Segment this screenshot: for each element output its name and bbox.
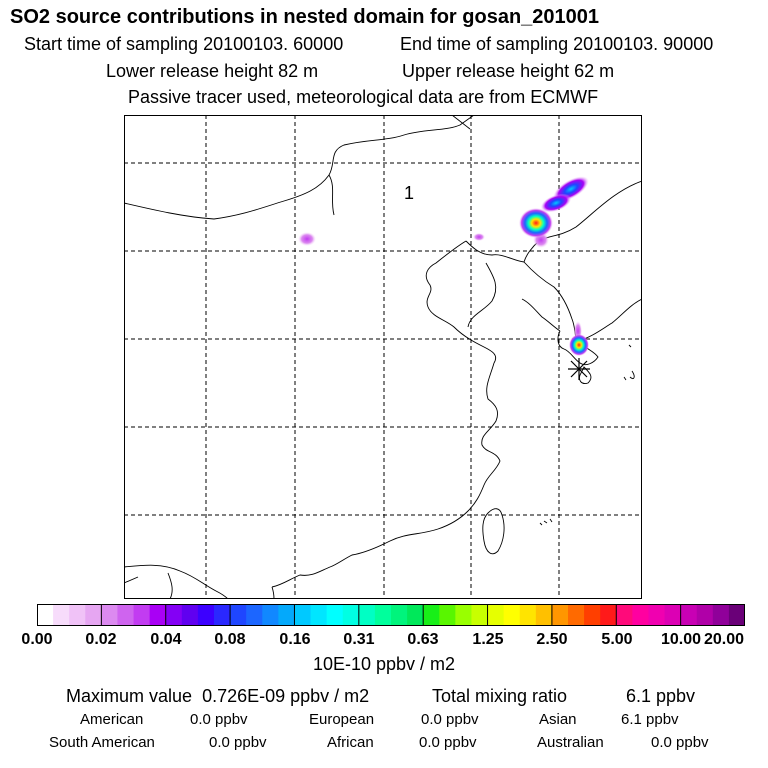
- region-value: 0.0 ppbv: [421, 711, 479, 728]
- tick-label: 5.00: [601, 631, 633, 648]
- region-value: 0.0 ppbv: [419, 734, 477, 751]
- region-name: Australian: [537, 734, 604, 751]
- colorbar-cell: [632, 604, 650, 626]
- colorbar-cell: [101, 604, 119, 626]
- tick-label: 0.08: [214, 631, 246, 648]
- colorbar-cell: [680, 604, 698, 626]
- colorbar-cell: [519, 604, 537, 626]
- region-value: 0.0 ppbv: [209, 734, 267, 751]
- colorbar: [37, 604, 745, 626]
- colorbar-cell: [728, 604, 745, 626]
- tick-label: 0.04: [150, 631, 182, 648]
- colorbar-cell: [53, 604, 70, 626]
- colorbar-cell: [423, 604, 440, 626]
- colorbar-cell: [326, 604, 344, 626]
- colorbar-cell: [487, 604, 505, 626]
- colorbar-cell: [358, 604, 376, 626]
- tick-label: 0.31: [343, 631, 375, 648]
- receptor-asterisk-icon: [568, 358, 590, 380]
- colorbar-cell: [455, 604, 473, 626]
- colorbar-cell: [85, 604, 102, 626]
- region-name: European: [309, 711, 375, 728]
- end-time: End time of sampling 20100103. 90000: [400, 34, 714, 54]
- lower-release-height: Lower release height 82 m: [106, 61, 319, 81]
- colorbar-cell: [535, 604, 553, 626]
- colorbar-cell: [294, 604, 312, 626]
- colorbar-cell: [278, 604, 296, 626]
- total-mixing-label: Total mixing ratio: [432, 686, 568, 706]
- tick-label: 0.00: [21, 631, 53, 648]
- colorbar-cell: [214, 604, 231, 626]
- max-value-line: Maximum value 0.726E-09 ppbv / m2: [66, 686, 369, 707]
- region-name: African: [327, 734, 374, 751]
- colorbar-cell: [197, 604, 215, 626]
- colorbar-cell: [664, 604, 682, 626]
- tick-label: 20.00: [703, 631, 745, 648]
- colorbar-cell: [69, 604, 86, 626]
- colorbar-cell: [165, 604, 183, 626]
- colorbar-cell: [391, 604, 408, 626]
- plume-small: [473, 233, 485, 241]
- region-value: 0.0 ppbv: [651, 734, 709, 751]
- colorbar-cell: [712, 604, 730, 626]
- colorbar-cell: [600, 604, 617, 626]
- max-value-label: Maximum value: [66, 686, 193, 706]
- tick-label: 0.16: [279, 631, 311, 648]
- colorbar-cell: [407, 604, 424, 626]
- colorbar-cell: [342, 604, 360, 626]
- colorbar-cell: [133, 604, 151, 626]
- colorbar-cell: [181, 604, 199, 626]
- coastlines: [124, 115, 642, 599]
- colorbar-cell: [616, 604, 633, 626]
- plume-receptor: [569, 334, 589, 356]
- start-time: Start time of sampling 20100103. 60000: [24, 34, 344, 54]
- plumes: [298, 176, 589, 356]
- region-name: American: [80, 711, 144, 728]
- contribution-map: 1: [124, 115, 642, 599]
- tick-label: 0.02: [85, 631, 117, 648]
- colorbar-cell: [149, 604, 167, 626]
- colorbar-cell: [439, 604, 456, 626]
- tick-label: 0.63: [407, 631, 439, 648]
- region-value: 6.1 ppbv: [621, 711, 679, 728]
- colorbar-cell: [696, 604, 714, 626]
- tick-label: 2.50: [536, 631, 568, 648]
- colorbar-cell: [648, 604, 666, 626]
- colorbar-cell: [471, 604, 489, 626]
- colorbar-cell: [551, 604, 569, 626]
- region-name: Asian: [539, 711, 577, 728]
- plume-inland: [298, 232, 316, 246]
- plume-northeast-2: [540, 193, 572, 213]
- max-value: 0.726E-09 ppbv / m2: [202, 686, 370, 706]
- tracer-note: Passive tracer used, meteorological data…: [128, 87, 599, 107]
- colorbar-cell: [374, 604, 392, 626]
- colorbar-cell: [37, 604, 54, 626]
- colorbar-cell: [262, 604, 279, 626]
- colorbar-cell: [310, 604, 328, 626]
- colorbar-cell: [503, 604, 521, 626]
- total-mixing-value: 6.1 ppbv: [626, 686, 696, 706]
- upper-release-height: Upper release height 62 m: [402, 61, 615, 81]
- colorbar-cell: [230, 604, 247, 626]
- region-name: South American: [49, 734, 155, 751]
- region-value: 0.0 ppbv: [190, 711, 248, 728]
- tick-label: 1.25: [472, 631, 504, 648]
- plume-hotspot: [519, 208, 553, 238]
- map-label: 1: [404, 183, 414, 203]
- colorbar-cell: [568, 604, 585, 626]
- colorbar-cell: [584, 604, 601, 626]
- tick-label: 10.00: [660, 631, 702, 648]
- colorbar-unit: 10E-10 ppbv / m2: [312, 654, 456, 674]
- colorbar-cell: [117, 604, 135, 626]
- page-title: SO2 source contributions in nested domai…: [10, 6, 600, 28]
- colorbar-cell: [246, 604, 263, 626]
